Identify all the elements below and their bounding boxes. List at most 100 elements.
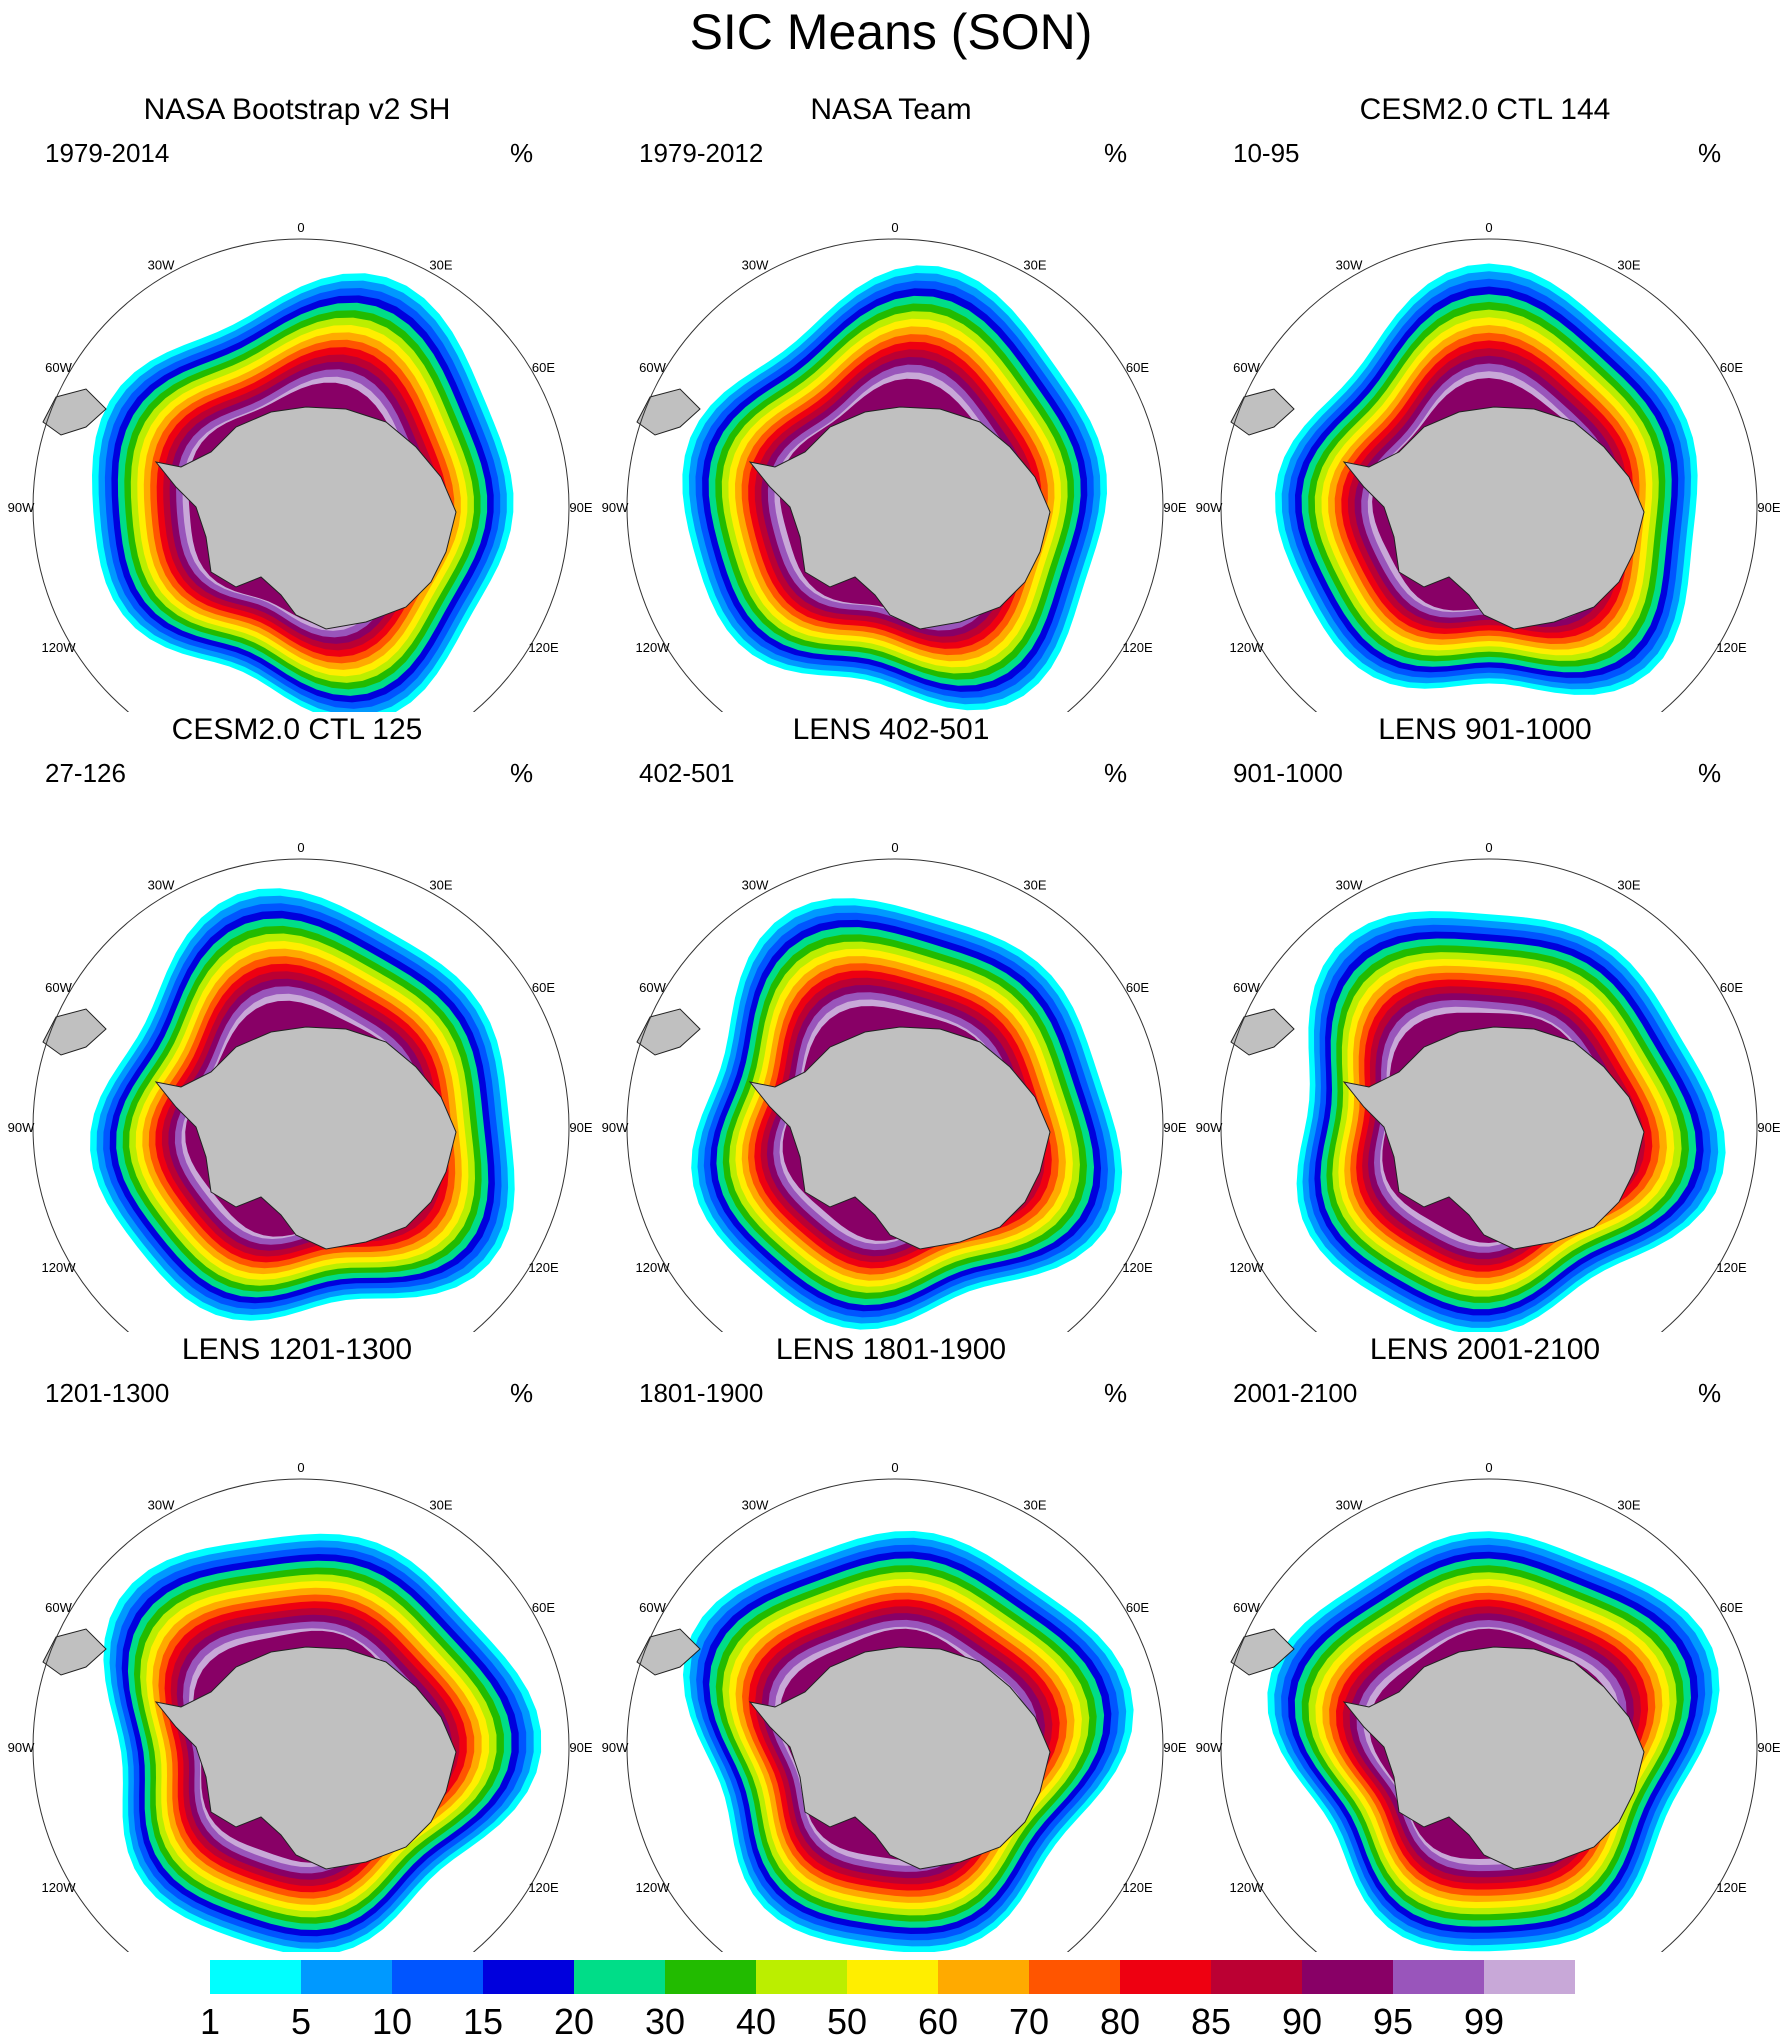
longitude-label: 120W (1230, 1880, 1265, 1895)
longitude-label: 90E (1757, 1120, 1780, 1135)
colorbar-tick-label: 50 (827, 2001, 867, 2042)
unit-label: % (510, 1378, 534, 1408)
longitude-label: 30E (429, 1498, 452, 1513)
period-label: 402-501 (639, 758, 735, 788)
period-label: 1201-1300 (45, 1378, 170, 1408)
longitude-label: 60W (45, 1600, 72, 1615)
unit-label: % (510, 138, 534, 168)
longitude-label: 60W (639, 360, 666, 375)
unit-label: % (1698, 138, 1722, 168)
longitude-label: 60E (1126, 980, 1149, 995)
colorbar-tick-label: 90 (1282, 2001, 1322, 2042)
polar-map: 030E60E90E120E150E180150W120W90W60W30W (1196, 1460, 1781, 1952)
colorbar-swatch (1029, 1960, 1120, 1994)
longitude-label: 60E (532, 980, 555, 995)
antarctica-landmass (748, 1026, 1051, 1250)
antarctica-landmass (154, 1646, 457, 1870)
longitude-label: 120W (636, 1260, 671, 1275)
colorbar-tick-label: 1 (200, 2001, 220, 2042)
panel-title: LENS 402-501 (792, 713, 990, 746)
longitude-label: 90W (602, 500, 629, 515)
longitude-label: 90W (1196, 1120, 1223, 1135)
longitude-label: 60E (1720, 1600, 1743, 1615)
antarctica-landmass (1342, 406, 1645, 630)
colorbar-swatch (847, 1960, 938, 1994)
longitude-label: 120W (42, 1260, 77, 1275)
map-boundary (1220, 1478, 1758, 1952)
longitude-label: 60E (1126, 1600, 1149, 1615)
antarctica-landmass (154, 406, 457, 630)
polar-map: 030E60E90E120E150E180150W120W90W60W30W (8, 840, 593, 1332)
south-america-landmass (636, 1628, 701, 1676)
panel-title: NASA Bootstrap v2 SH (143, 93, 451, 126)
longitude-label: 30E (429, 878, 452, 893)
colorbar-swatch (301, 1960, 392, 1994)
longitude-label: 60W (45, 980, 72, 995)
unit-label: % (1698, 758, 1722, 788)
colorbar-tick-label: 10 (372, 2001, 412, 2042)
colorbar-tick-label: 5 (291, 2001, 311, 2042)
longitude-label: 90E (1163, 1120, 1186, 1135)
colorbar-tick-label: 15 (463, 2001, 503, 2042)
panel-title: LENS 1801-1900 (775, 1333, 1007, 1366)
longitude-label: 120E (1122, 1880, 1153, 1895)
longitude-label: 30W (1336, 1498, 1363, 1513)
longitude-label: 90W (602, 1740, 629, 1755)
unit-label: % (1104, 138, 1128, 168)
longitude-label: 30E (1023, 1498, 1046, 1513)
panel-title: CESM2.0 CTL 125 (171, 713, 423, 746)
colorbar-tick-label: 85 (1191, 2001, 1231, 2042)
longitude-label: 30W (148, 878, 175, 893)
longitude-label: 60E (532, 360, 555, 375)
colorbar-swatch (574, 1960, 665, 1994)
period-label: 1979-2014 (45, 138, 170, 168)
map-panel: 030E60E90E120E150E180150W120W90W60W30WLE… (1188, 712, 1782, 1332)
longitude-label: 30W (742, 878, 769, 893)
period-label: 901-1000 (1233, 758, 1343, 788)
longitude-label: 90E (1757, 500, 1780, 515)
antarctica-landmass (154, 1026, 457, 1250)
south-america-landmass (1230, 388, 1295, 436)
longitude-label: 30E (1617, 878, 1640, 893)
longitude-label: 120E (1122, 640, 1153, 655)
longitude-label: 120W (42, 640, 77, 655)
polar-map: 030E60E90E120E150E180150W120W90W60W30W (602, 840, 1187, 1332)
longitude-label: 60W (45, 360, 72, 375)
period-label: 10-95 (1233, 138, 1300, 168)
longitude-label: 30W (742, 1498, 769, 1513)
south-america-landmass (636, 1008, 701, 1056)
south-america-landmass (1230, 1628, 1295, 1676)
unit-label: % (1698, 1378, 1722, 1408)
longitude-label: 30W (148, 258, 175, 273)
longitude-label: 120W (1230, 640, 1265, 655)
longitude-label: 30E (1617, 1498, 1640, 1513)
colorbar-tick-label: 60 (918, 2001, 958, 2042)
longitude-label: 120W (636, 640, 671, 655)
colorbar-tick-label: 20 (554, 2001, 594, 2042)
colorbar-swatch (392, 1960, 483, 1994)
map-boundary (1220, 238, 1758, 712)
longitude-label: 90W (8, 1740, 35, 1755)
map-panel: 030E60E90E120E150E180150W120W90W60W30WLE… (594, 712, 1188, 1332)
colorbar-tick-label: 70 (1009, 2001, 1049, 2042)
longitude-label: 30E (1023, 258, 1046, 273)
longitude-label: 90W (8, 500, 35, 515)
map-boundary (626, 858, 1164, 1332)
polar-map: 030E60E90E120E150E180150W120W90W60W30W (1196, 840, 1781, 1332)
map-panel: 030E60E90E120E150E180150W120W90W60W30WNA… (594, 92, 1188, 712)
longitude-label: 60W (1233, 360, 1260, 375)
colorbar-swatch (210, 1960, 301, 1994)
longitude-label: 90E (569, 1740, 592, 1755)
colorbar-swatch (1120, 1960, 1211, 1994)
map-boundary (32, 238, 570, 712)
longitude-label: 60E (1126, 360, 1149, 375)
south-america-landmass (42, 1008, 107, 1056)
south-america-landmass (42, 1628, 107, 1676)
longitude-label: 90E (1163, 500, 1186, 515)
longitude-label: 0 (891, 1460, 898, 1475)
colorbar-swatch (1393, 1960, 1484, 1994)
longitude-label: 30W (1336, 258, 1363, 273)
polar-map: 030E60E90E120E150E180150W120W90W60W30W (602, 1460, 1187, 1952)
longitude-label: 90W (1196, 1740, 1223, 1755)
map-boundary (626, 238, 1164, 712)
